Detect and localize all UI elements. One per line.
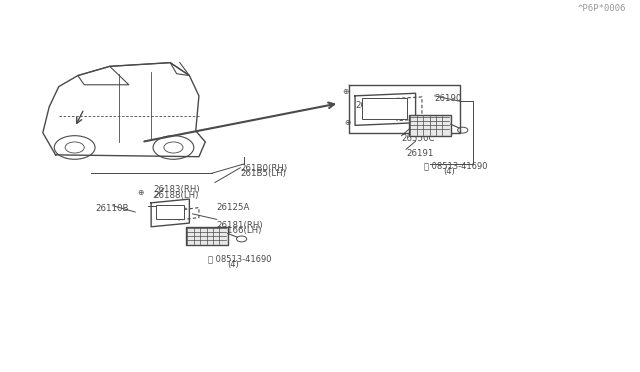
Text: 26193: 26193: [365, 106, 392, 116]
Text: (4): (4): [443, 167, 455, 176]
Text: 26166(LH): 26166(LH): [217, 227, 262, 235]
Text: Ⓢ 08513-41690: Ⓢ 08513-41690: [424, 161, 488, 170]
Bar: [362, 99, 406, 119]
Text: ⊕: ⊕: [344, 118, 351, 127]
Text: 261B0(RH): 261B0(RH): [241, 164, 287, 173]
Bar: [409, 115, 451, 136]
Text: ⊕: ⊕: [137, 188, 143, 197]
Text: 26110B: 26110B: [96, 204, 129, 213]
Text: ^P6P*0006: ^P6P*0006: [577, 4, 626, 13]
Text: 26181(RH): 26181(RH): [217, 221, 264, 230]
Text: 26183(RH): 26183(RH): [153, 186, 200, 195]
Bar: [156, 205, 184, 219]
Text: 26110G: 26110G: [355, 102, 389, 110]
Text: 26125A: 26125A: [217, 203, 250, 212]
Bar: [186, 227, 228, 245]
Text: 26550C: 26550C: [401, 134, 435, 143]
Text: 26188(LH): 26188(LH): [153, 190, 198, 200]
Text: 26190: 26190: [435, 94, 462, 103]
Text: 261B5(LH): 261B5(LH): [241, 169, 286, 178]
Text: 26191: 26191: [406, 149, 433, 158]
Text: Ⓢ 08513-41690: Ⓢ 08513-41690: [209, 254, 272, 263]
Text: ⊕: ⊕: [342, 87, 349, 96]
Text: (4): (4): [228, 260, 239, 269]
